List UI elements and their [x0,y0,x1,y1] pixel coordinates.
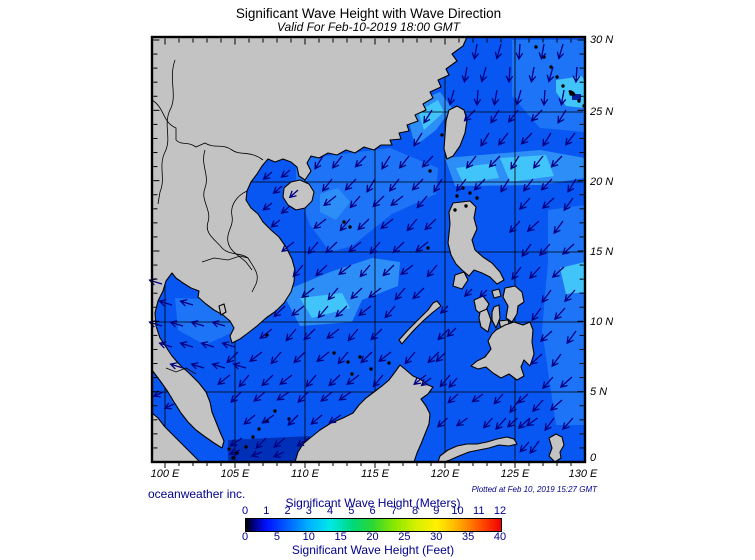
lon-label: 105 E [220,468,250,480]
lon-label: 100 E [150,468,180,480]
feet-tick: 15 [334,531,347,543]
land-mindanao [470,321,535,381]
land-sulawesi [437,436,518,463]
lon-label: 125 E [500,468,530,480]
land-cebu [491,304,501,329]
feet-tick: 25 [398,531,411,543]
land-masbate [491,288,502,299]
legend-meters-title: Significant Wave Height (Meters) [285,496,461,510]
valid-time-subtitle: Valid For Feb-10-2019 18:00 GMT [277,20,460,34]
lon-label: 130 E [568,468,598,480]
land-mainland-asia [151,36,468,449]
land-mindoro [452,271,469,290]
lat-label: 15 N [590,246,614,258]
land-taiwan [443,105,468,160]
feet-tick: 10 [302,531,315,543]
lon-label: 110 E [291,468,319,480]
lat-label: 10 N [590,316,614,328]
meters-tick: 12 [493,505,507,517]
meters-tick: 5 [348,505,355,517]
meters-tick: 0 [241,505,249,517]
land-luzon [447,200,505,285]
feet-tick: 40 [493,531,507,543]
feet-tick: 0 [241,531,249,543]
lat-label: 20 N [590,176,614,188]
land-masses [151,36,565,463]
meters-tick: 9 [433,505,440,517]
lat-label: 0 [590,452,597,464]
feet-tick: 35 [462,531,475,543]
map-frame [150,35,587,464]
lat-label: 30 N [590,34,614,46]
page-title: Significant Wave Height with Wave Direct… [235,6,502,21]
land-samar-leyte [502,285,525,323]
wave-height-colorbar [245,518,502,532]
meters-tick: 8 [411,505,419,517]
land-phu-quoc [218,303,227,316]
plotted-timestamp: Plotted at Feb 10, 2019 15:27 GMT [471,485,597,494]
feet-tick: 5 [273,531,280,543]
land-hainan [282,179,315,211]
legend-feet-title: Significant Wave Height (Feet) [291,543,455,557]
meters-tick: 6 [369,505,376,517]
lat-label: 25 N [590,106,614,118]
feet-tick: 30 [430,531,443,543]
feet-tick: 20 [366,531,379,543]
axis-ticks [153,38,584,468]
meters-tick: 11 [473,505,485,517]
wave-direction-arrows [148,43,581,458]
meters-tick: 10 [451,505,464,517]
meters-tick: 1 [263,505,270,517]
meters-tick: 4 [326,505,334,517]
oceanweather-credit: oceanweather inc. [148,487,246,501]
land-negros [478,308,492,333]
land-palawan [398,300,442,345]
country-borders [151,59,264,375]
land-borneo [294,364,434,463]
lon-label: 115 E [361,468,389,480]
meters-tick: 3 [305,505,312,517]
land-halmahera [548,433,565,463]
lon-label: 120 E [430,468,460,480]
meters-tick: 2 [284,505,291,517]
meters-tick: 7 [390,505,397,517]
lat-label: 5 N [590,386,608,398]
